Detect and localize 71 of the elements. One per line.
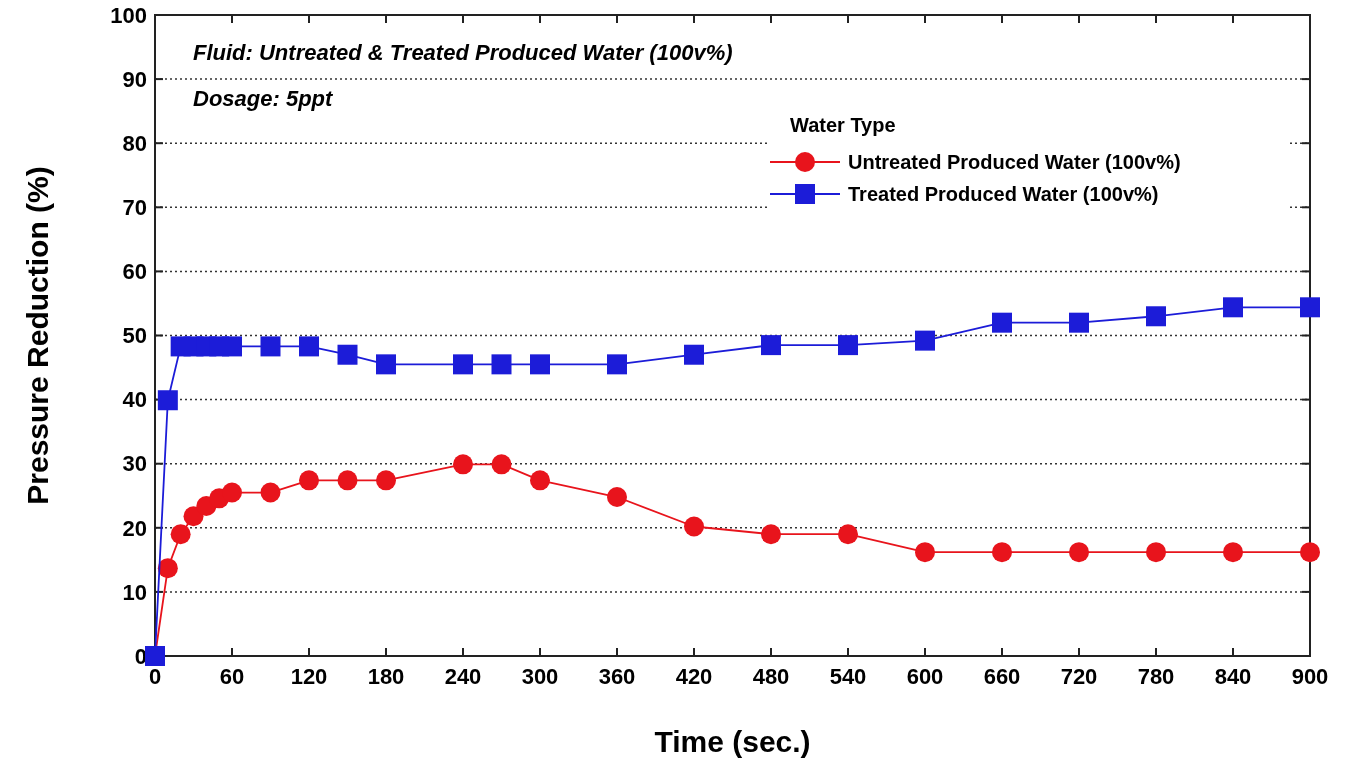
- point: [453, 354, 473, 375]
- x-tick-label: 180: [367, 664, 405, 689]
- point: [1069, 542, 1089, 563]
- y-tick-label: 40: [122, 387, 147, 413]
- point: [915, 542, 935, 563]
- x-tick-label: 120: [290, 664, 328, 689]
- point: [376, 470, 396, 491]
- point: [337, 470, 358, 491]
- point: [684, 344, 704, 365]
- x-axis-title: Time (sec.): [654, 725, 811, 758]
- point: [491, 454, 512, 475]
- x-tick-label: 420: [675, 664, 713, 689]
- legend-label: Untreated Produced Water (100v%): [848, 151, 1181, 173]
- point: [915, 330, 935, 351]
- x-tick-label: 60: [219, 664, 245, 689]
- point: [1146, 306, 1166, 327]
- y-tick-label: 20: [122, 515, 147, 541]
- x-tick-label: 720: [1060, 664, 1098, 689]
- point: [1223, 542, 1243, 563]
- point: [157, 558, 178, 579]
- point: [607, 354, 627, 375]
- point: [530, 354, 550, 375]
- point: [491, 354, 512, 375]
- point: [1300, 542, 1320, 563]
- y-tick-label: 70: [122, 195, 147, 220]
- point: [260, 482, 281, 503]
- y-tick-label: 80: [122, 130, 147, 156]
- annotation: Fluid: Untreated & Treated Produced Water (100v%): [193, 40, 733, 65]
- point: [838, 335, 858, 356]
- point: [222, 336, 242, 357]
- point: [761, 524, 781, 545]
- x-tick-label: 300: [521, 664, 559, 689]
- x-tick-label: 780: [1137, 664, 1175, 689]
- point: [1069, 312, 1089, 333]
- x-tick-label: 900: [1291, 664, 1329, 689]
- point: [1223, 297, 1243, 318]
- x-tick-label: 360: [598, 664, 636, 689]
- point: [684, 516, 704, 537]
- y-tick-label: 100: [110, 2, 147, 28]
- y-axis-title: Pressure Reduction (%): [21, 166, 54, 505]
- y-tick-label: 10: [122, 579, 147, 605]
- x-tick-label: 540: [829, 664, 867, 689]
- point: [376, 354, 396, 375]
- x-tick-label: 840: [1214, 664, 1252, 689]
- x-tick-label: 660: [983, 664, 1021, 689]
- y-tick-label: 30: [122, 451, 147, 477]
- point: [761, 335, 781, 356]
- point: [530, 470, 550, 491]
- point: [260, 336, 281, 357]
- legend-label: Treated Produced Water (100v%): [848, 183, 1159, 205]
- y-tick-label: 50: [122, 323, 147, 349]
- point: [157, 390, 178, 411]
- point: [992, 542, 1012, 563]
- point: [607, 487, 627, 508]
- point: [838, 524, 858, 545]
- x-tick-label: 240: [444, 664, 482, 689]
- legend-title: Water Type: [790, 114, 896, 136]
- point: [299, 336, 319, 357]
- x-tick-label: 600: [906, 664, 944, 689]
- point: [453, 454, 473, 475]
- point: [337, 344, 358, 365]
- y-tick-label: 90: [122, 66, 147, 92]
- point: [992, 312, 1012, 333]
- x-tick-label: 480: [752, 664, 790, 689]
- point: [299, 470, 319, 491]
- point: [170, 524, 191, 545]
- point: [1146, 542, 1166, 563]
- point: [1300, 297, 1320, 318]
- point: [222, 482, 242, 503]
- annotation: Dosage: 5ppt: [193, 86, 335, 111]
- y-tick-label: 60: [122, 259, 147, 285]
